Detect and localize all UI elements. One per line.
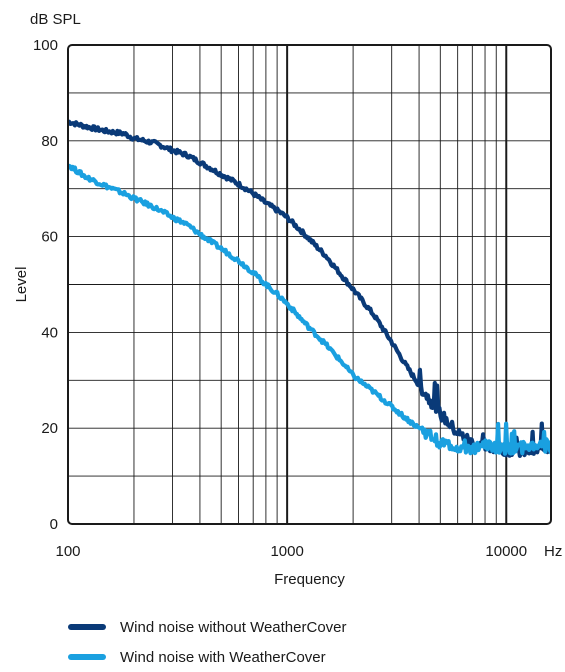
grid [68, 45, 551, 524]
y-unit-label: dB SPL [30, 11, 81, 28]
y-axis-label: Level [13, 267, 30, 303]
legend-item-without-cover: Wind noise without WeatherCover [68, 612, 347, 642]
y-tick-label: 60 [41, 229, 58, 246]
x-tick-label: 10000 [485, 543, 527, 560]
y-tick-label: 40 [41, 324, 58, 341]
legend-swatch-with-cover [68, 654, 106, 660]
y-tick-label: 0 [50, 516, 58, 533]
plot-frame [67, 44, 552, 525]
series-line-without-cover [68, 119, 551, 458]
y-tick-label: 80 [41, 133, 58, 150]
legend-label-with-cover: Wind noise with WeatherCover [120, 648, 326, 666]
series-layer [68, 119, 551, 458]
x-tick-label: 1000 [270, 543, 303, 560]
legend: Wind noise without WeatherCover Wind noi… [68, 612, 347, 672]
legend-item-with-cover: Wind noise with WeatherCover [68, 642, 347, 672]
x-unit-label: Hz [544, 543, 562, 560]
y-tick-label: 100 [33, 37, 58, 54]
x-tick-labels: 100 1000 10000 [55, 543, 527, 560]
legend-label-without-cover: Wind noise without WeatherCover [120, 618, 347, 636]
y-tick-label: 20 [41, 420, 58, 437]
frequency-response-chart: 0 20 40 60 80 100 100 1000 10000 dB SPL Hz Freq… [13, 11, 562, 588]
x-axis-label: Frequency [274, 571, 345, 588]
x-tick-label: 100 [55, 543, 80, 560]
legend-swatch-without-cover [68, 624, 106, 630]
series-line-with-cover [68, 163, 551, 456]
y-tick-labels: 0 20 40 60 80 100 [33, 37, 58, 533]
